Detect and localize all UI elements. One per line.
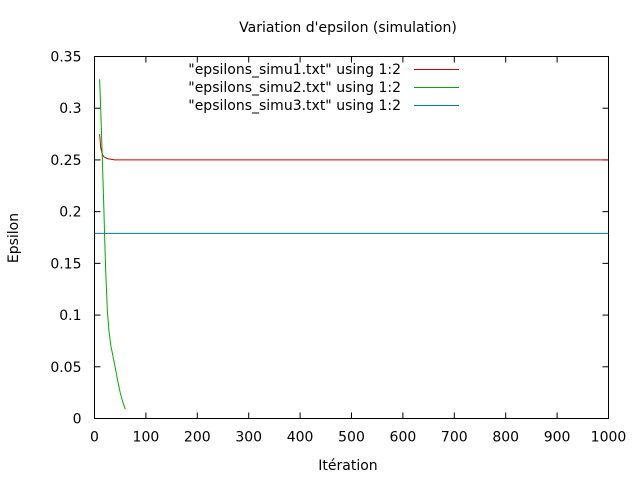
series-line-2 [99, 79, 126, 410]
x-tick-label: 0 [90, 430, 99, 446]
y-tick-label: 0.35 [50, 50, 81, 66]
y-tick-label: 0.3 [59, 101, 81, 117]
series-group [94, 79, 609, 410]
legend-label-1: "epsilons_simu1.txt" using 1:2 [188, 62, 401, 78]
legend-label-2: "epsilons_simu2.txt" using 1:2 [188, 80, 401, 96]
x-tick-label: 400 [287, 430, 314, 446]
x-tick-label: 500 [338, 430, 365, 446]
y-tick-label: 0.1 [59, 308, 81, 324]
x-tick-label: 600 [390, 430, 417, 446]
x-axis-label: Itération [318, 458, 377, 474]
legend-label-3: "epsilons_simu3.txt" using 1:2 [188, 98, 401, 114]
y-tick-label: 0 [73, 412, 82, 428]
x-tick-label: 1000 [591, 430, 627, 446]
y-tick-label: 0.25 [50, 153, 81, 169]
y-tick-label: 0.05 [50, 360, 81, 376]
x-tick-label: 900 [544, 430, 571, 446]
y-axis-label: Epsilon [6, 213, 22, 263]
x-tick-label: 200 [184, 430, 211, 446]
legend: "epsilons_simu1.txt" using 1:2 "epsilons_… [188, 62, 459, 114]
x-tick-label: 100 [133, 430, 160, 446]
chart-title: Variation d'epsilon (simulation) [239, 20, 457, 36]
y-tick-label: 0.2 [59, 205, 81, 221]
x-tick-label: 700 [441, 430, 468, 446]
series-line-1 [99, 134, 609, 161]
y-tick-label: 0.15 [50, 256, 81, 272]
x-tick-label: 300 [235, 430, 262, 446]
x-tick-label: 800 [492, 430, 519, 446]
axis-ticks: 0 100 200 300 400 500 600 700 800 900 1000 0 0.05 0.1… [50, 50, 626, 446]
